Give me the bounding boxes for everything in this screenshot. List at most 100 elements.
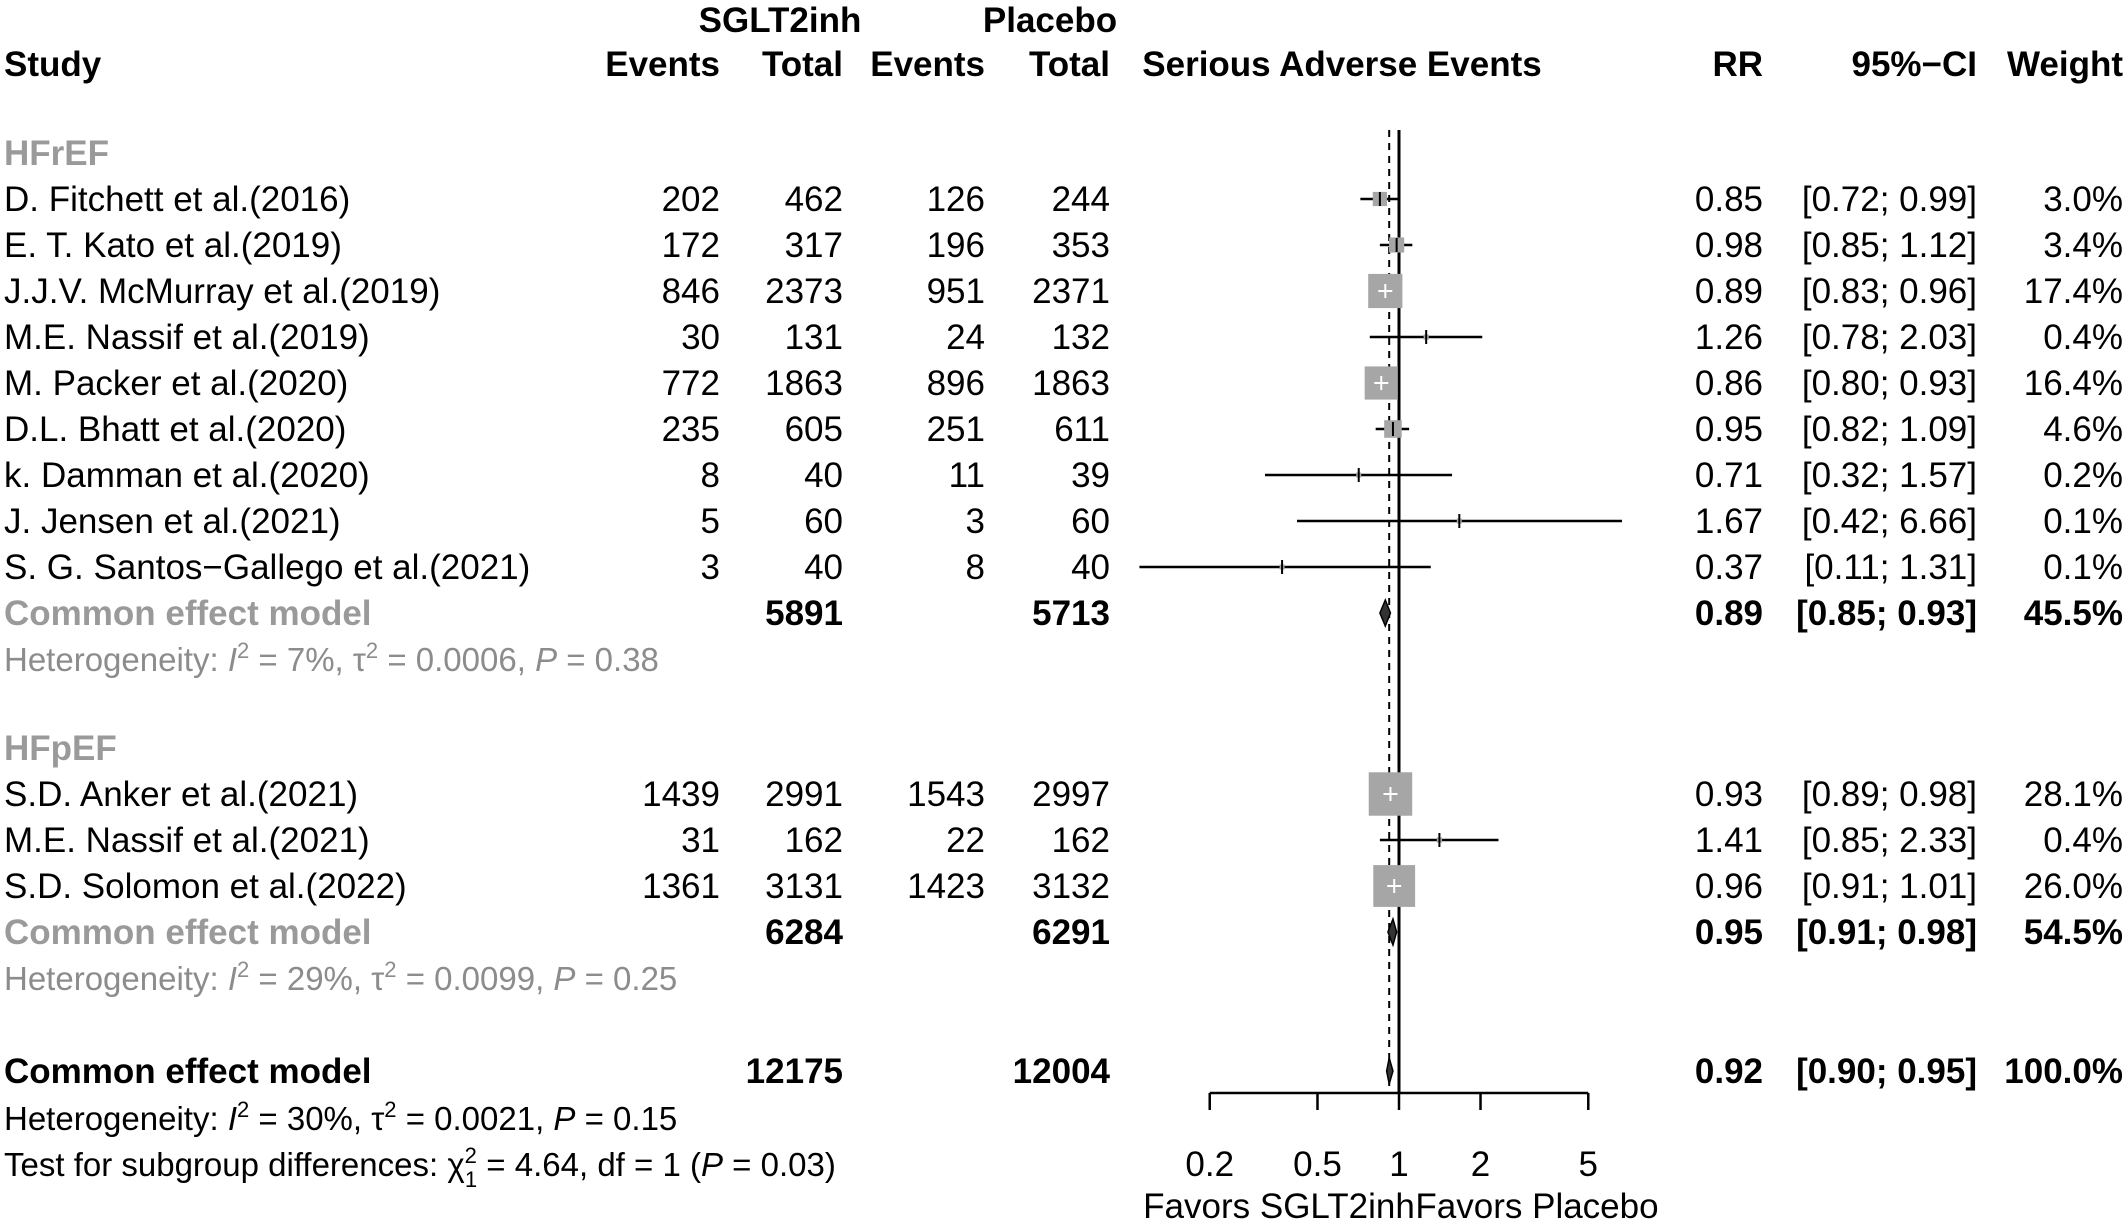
heterogeneity-0-i-value: = 7%, xyxy=(249,641,353,678)
overall-ci: [0.90; 0.95] xyxy=(1796,1052,1977,1091)
total-sglt2inh-1-1: 162 xyxy=(785,821,843,860)
pooled-ci-0: [0.85; 0.93] xyxy=(1796,594,1977,633)
heterogeneity-1-tau-symbol: τ xyxy=(371,960,384,997)
rr-value-1-0: 0.93 xyxy=(1695,775,1763,814)
col-header-rr: RR xyxy=(1712,45,1763,84)
col-header-ci: 95%−CI xyxy=(1852,45,1978,84)
rr-value-0-3: 1.26 xyxy=(1695,318,1763,357)
weight-value-1-2: 26.0% xyxy=(2024,867,2123,906)
pooled-label-1: Common effect model xyxy=(4,913,372,952)
heterogeneity-1-p-value: = 0.25 xyxy=(575,960,677,997)
rr-value-0-6: 0.71 xyxy=(1695,456,1763,495)
total-sglt2inh-0-5: 605 xyxy=(785,410,843,449)
heterogeneity-1-p-symbol: P xyxy=(553,960,575,997)
study-name-0-1: E. T. Kato et al.(2019) xyxy=(4,226,342,265)
weight-value-0-2: 17.4% xyxy=(2024,272,2123,311)
total-placebo-1-2: 3132 xyxy=(1032,867,1110,906)
rr-value-0-7: 1.67 xyxy=(1695,502,1763,541)
events-sglt2inh-0-4: 772 xyxy=(662,364,720,403)
events-placebo-0-6: 11 xyxy=(949,456,985,495)
subgroup-label-1: HFpEF xyxy=(4,729,117,768)
events-placebo-0-2: 951 xyxy=(927,272,985,311)
overall-heterogeneity-p-value: = 0.15 xyxy=(575,1100,677,1137)
total-placebo-0-5: 611 xyxy=(1054,410,1110,449)
events-placebo-0-1: 196 xyxy=(927,226,985,265)
total-placebo-0-2: 2371 xyxy=(1032,272,1110,311)
subgroup-test-chi-subscript: 1 xyxy=(465,1167,477,1192)
x-axis: 0.2 0.5 1 2 5 Favors SGLT2inh Favors Placebo xyxy=(1143,1091,1659,1225)
events-placebo-0-4: 896 xyxy=(927,364,985,403)
total-sglt2inh-0-7: 60 xyxy=(804,502,843,541)
study-name-0-0: D. Fitchett et al.(2016) xyxy=(4,180,350,219)
pooled-weight-0: 45.5% xyxy=(2024,594,2123,633)
heterogeneity-0-prefix: Heterogeneity: xyxy=(4,641,228,678)
weight-value-1-1: 0.4% xyxy=(2043,821,2123,860)
pooled-total-placebo-1: 6291 xyxy=(1032,913,1110,952)
pooled-diamond-1 xyxy=(1387,916,1398,948)
ci-value-0-4: [0.80; 0.93] xyxy=(1802,364,1977,403)
study-name-0-3: M.E. Nassif et al.(2019) xyxy=(4,318,370,357)
pooled-label-0: Common effect model xyxy=(4,594,372,633)
total-sglt2inh-0-2: 2373 xyxy=(765,272,843,311)
ci-value-1-1: [0.85; 2.33] xyxy=(1802,821,1977,860)
total-placebo-0-6: 39 xyxy=(1071,456,1110,495)
heterogeneity-1-tau-value: = 0.0099, xyxy=(397,960,554,997)
study-name-1-2: S.D. Solomon et al.(2022) xyxy=(4,867,407,906)
study-name-0-7: J. Jensen et al.(2021) xyxy=(4,502,341,541)
study-name-1-1: M.E. Nassif et al.(2021) xyxy=(4,821,370,860)
ci-value-0-3: [0.78; 2.03] xyxy=(1802,318,1977,357)
col-header-weight: Weight xyxy=(2007,45,2123,84)
rr-value-0-1: 0.98 xyxy=(1695,226,1763,265)
heterogeneity-0-tau-symbol: τ xyxy=(353,641,366,678)
total-sglt2inh-1-2: 3131 xyxy=(765,867,843,906)
events-placebo-0-5: 251 xyxy=(927,410,985,449)
heterogeneity-0-tau-superscript: 2 xyxy=(366,638,378,663)
x-tick-label-1: 0.5 xyxy=(1293,1145,1342,1184)
study-name-0-8: S. G. Santos−Gallego et al.(2021) xyxy=(4,548,530,587)
rr-value-0-0: 0.85 xyxy=(1695,180,1763,219)
overall-heterogeneity-prefix: Heterogeneity: xyxy=(4,1100,228,1137)
weight-value-0-8: 0.1% xyxy=(2043,548,2123,587)
favors-sglt2inh-label: Favors SGLT2inh xyxy=(1143,1187,1415,1225)
rr-value-0-2: 0.89 xyxy=(1695,272,1763,311)
x-tick-label-0: 0.2 xyxy=(1185,1145,1234,1184)
rr-value-1-2: 0.96 xyxy=(1695,867,1763,906)
heterogeneity-0-i-superscript: 2 xyxy=(237,638,249,663)
col-header-events-2: Events xyxy=(870,45,985,84)
pooled-rr-0: 0.89 xyxy=(1695,594,1763,633)
study-name-0-4: M. Packer et al.(2020) xyxy=(4,364,348,403)
total-sglt2inh-0-1: 317 xyxy=(785,226,843,265)
overall-diamond xyxy=(1385,1057,1394,1085)
total-sglt2inh-1-0: 2991 xyxy=(765,775,843,814)
total-placebo-0-3: 132 xyxy=(1052,318,1110,357)
weight-value-1-0: 28.1% xyxy=(2024,775,2123,814)
total-sglt2inh-0-8: 40 xyxy=(804,548,843,587)
weight-value-0-1: 3.4% xyxy=(2043,226,2123,265)
total-sglt2inh-0-3: 131 xyxy=(785,318,843,357)
heterogeneity-0-tau-value: = 0.0006, xyxy=(378,641,535,678)
overall-label: Common effect model xyxy=(4,1052,372,1091)
overall-heterogeneity: Heterogeneity: I2 = 30%, τ2 = 0.0021, P … xyxy=(4,1097,677,1137)
overall-heterogeneity-i-symbol: I xyxy=(228,1100,237,1137)
total-placebo-1-1: 162 xyxy=(1052,821,1110,860)
rr-value-1-1: 1.41 xyxy=(1695,821,1763,860)
heterogeneity-1-i-value: = 29%, xyxy=(249,960,371,997)
subgroup-test-prefix: Test for subgroup differences: xyxy=(4,1146,447,1183)
events-sglt2inh-0-3: 30 xyxy=(681,318,720,357)
events-sglt2inh-1-2: 1361 xyxy=(642,867,720,906)
pooled-ci-1: [0.91; 0.98] xyxy=(1796,913,1977,952)
events-placebo-0-3: 24 xyxy=(946,318,985,357)
total-sglt2inh-0-6: 40 xyxy=(804,456,843,495)
ci-value-0-0: [0.72; 0.99] xyxy=(1802,180,1977,219)
overall-total-placebo: 12004 xyxy=(1013,1052,1111,1091)
subgroup-test-statistic: = 4.64, df = 1 ( xyxy=(477,1146,701,1183)
study-name-0-5: D.L. Bhatt et al.(2020) xyxy=(4,410,346,449)
total-sglt2inh-0-4: 1863 xyxy=(765,364,843,403)
ci-value-1-0: [0.89; 0.98] xyxy=(1802,775,1977,814)
events-placebo-0-8: 8 xyxy=(966,548,985,587)
total-placebo-0-7: 60 xyxy=(1071,502,1110,541)
heterogeneity-1-prefix: Heterogeneity: xyxy=(4,960,228,997)
heterogeneity-1-tau-superscript: 2 xyxy=(384,957,396,982)
